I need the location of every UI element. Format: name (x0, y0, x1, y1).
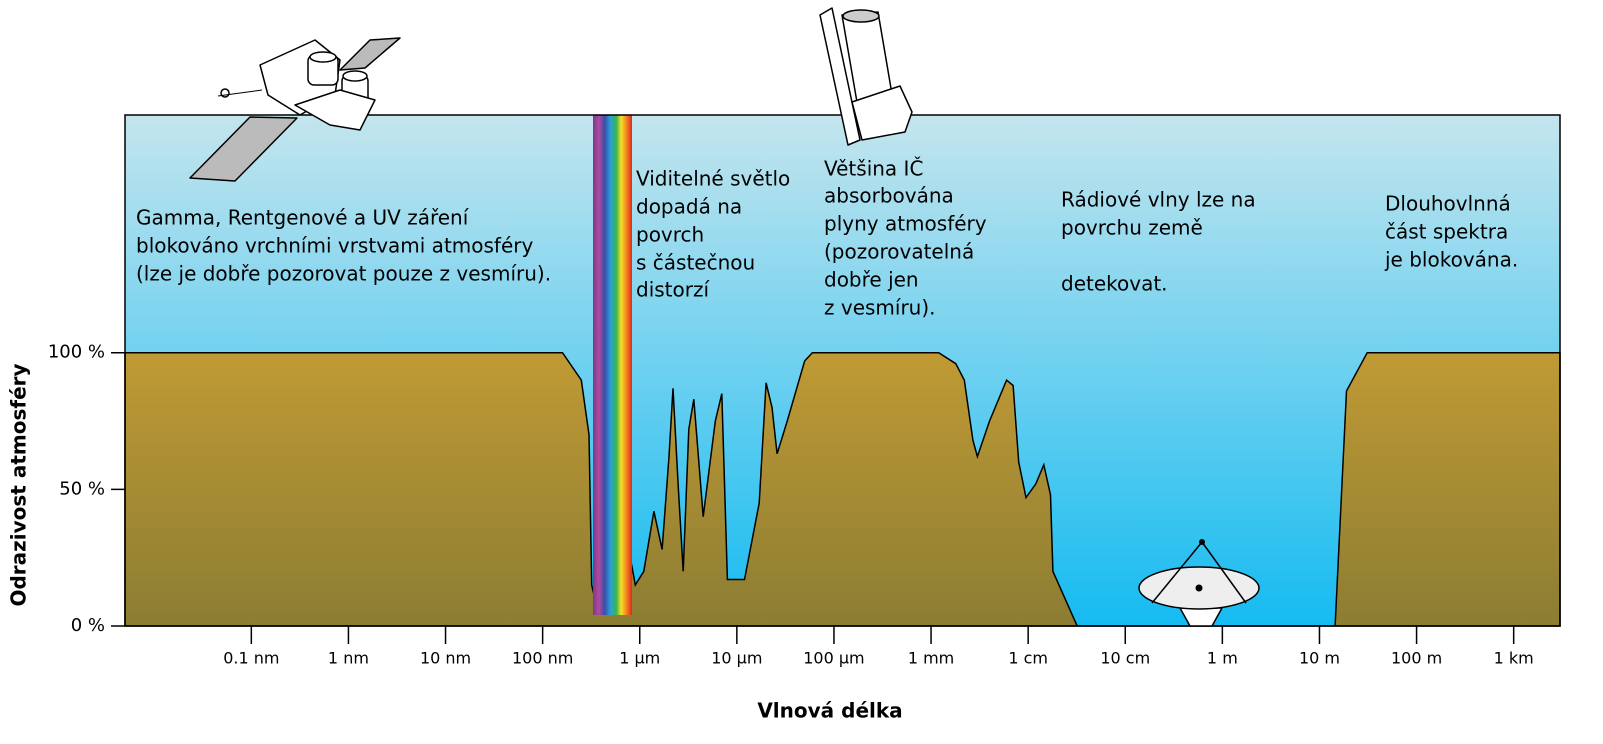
x-tick-label: 100 m (1391, 649, 1442, 668)
x-tick-label: 100 nm (512, 649, 573, 668)
annotation: Gamma, Rentgenové a UV záření (136, 206, 470, 230)
x-tick-label: 10 µm (711, 649, 762, 668)
x-tick-label: 10 m (1299, 649, 1340, 668)
x-tick-label: 1 km (1494, 649, 1534, 668)
annotation: z vesmíru). (824, 296, 936, 320)
annotation: je blokována. (1384, 248, 1518, 272)
annotation: detekovat. (1061, 272, 1168, 296)
annotation: povrch (636, 223, 704, 247)
x-tick-label: 1 nm (328, 649, 369, 668)
annotation: povrchu země (1061, 216, 1203, 240)
annotation: (lze je dobře pozorovat pouze z vesmíru)… (136, 262, 551, 286)
x-tick-label: 100 µm (803, 649, 864, 668)
radio-dish-icon (1138, 539, 1260, 627)
x-axis-label: Vlnová délka (757, 699, 902, 723)
visible-spectrum-band (593, 115, 632, 615)
x-tick-label: 1 m (1207, 649, 1238, 668)
annotation: dobře jen (824, 268, 919, 292)
annotation: část spektra (1385, 220, 1508, 244)
x-tick-label: 1 mm (908, 649, 954, 668)
annotation: blokováno vrchními vrstvami atmosféry (136, 234, 533, 258)
x-tick-label: 10 cm (1100, 649, 1150, 668)
y-tick-label: 100 % (48, 342, 105, 363)
annotation: absorbována (824, 184, 954, 208)
annotation: Dlouhovlnná (1385, 192, 1511, 216)
x-tick-label: 1 cm (1008, 649, 1048, 668)
annotation: s částečnou (636, 251, 755, 275)
annotation: Většina IČ (824, 157, 923, 181)
telescope-icon (819, 7, 913, 146)
y-tick-label: 0 % (71, 615, 105, 636)
annotation: distorzí (636, 278, 710, 302)
annotation: (pozorovatelná (824, 240, 974, 264)
x-tick-label: 0.1 nm (223, 649, 279, 668)
annotation: dopadá na (636, 195, 742, 219)
y-axis-label: Odrazivost atmosféry (7, 363, 31, 606)
x-tick-label: 1 µm (619, 649, 660, 668)
satellite-icon (189, 37, 401, 182)
x-tick-label: 10 nm (420, 649, 471, 668)
y-tick-label: 50 % (59, 478, 105, 499)
annotation: Viditelné světlo (636, 167, 790, 191)
annotation: plyny atmosféry (824, 212, 987, 236)
annotation: Rádiové vlny lze na (1061, 188, 1256, 212)
